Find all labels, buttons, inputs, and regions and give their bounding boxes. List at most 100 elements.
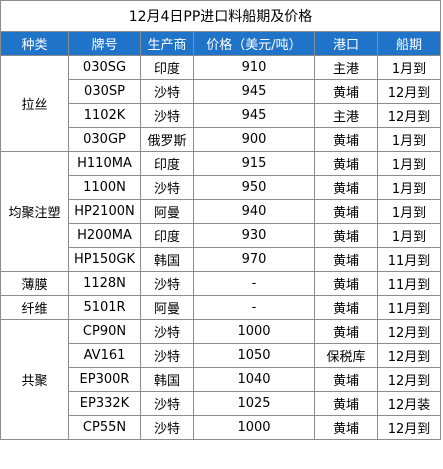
table-row: 030GP 俄罗斯 900 黄埔 1月到 [1, 127, 442, 152]
shipping-cell: 12月到 [376, 367, 442, 392]
table-row: 1100N 沙特 950 黄埔 1月到 [1, 175, 442, 200]
shipping-cell: 1月到 [376, 223, 442, 248]
header-producer: 生产商 [140, 31, 194, 56]
category-cell: 薄膜 [0, 271, 69, 296]
shipping-cell: 11月到 [376, 295, 442, 320]
port-cell: 黄埔 [314, 319, 378, 344]
port-cell: 黄埔 [314, 271, 378, 296]
price-cell: 940 [193, 199, 315, 224]
port-cell: 黄埔 [314, 367, 378, 392]
table-row: 薄膜 1128N 沙特 - 黄埔 11月到 [0, 271, 442, 296]
port-cell: 黄埔 [314, 415, 378, 440]
price-cell: 1025 [193, 391, 315, 416]
title-row: 12月4日PP进口料船期及价格 [0, 0, 442, 32]
grade-cell: H110MA [68, 151, 141, 176]
grade-cell: CP55N [68, 415, 141, 440]
header-port: 港口 [314, 31, 378, 56]
shipping-cell: 1月到 [376, 55, 442, 80]
price-cell: 1000 [193, 319, 315, 344]
table-row: 纤维 5101R 阿曼 - 黄埔 11月到 [0, 295, 442, 320]
producer-cell: 俄罗斯 [140, 127, 194, 152]
grade-cell: 1100N [68, 175, 141, 200]
header-price: 价格（美元/吨） [193, 31, 315, 56]
price-cell: 1040 [193, 367, 315, 392]
producer-cell: 阿曼 [140, 199, 194, 224]
price-cell: - [193, 271, 315, 296]
producer-cell: 沙特 [140, 343, 194, 368]
producer-cell: 沙特 [140, 319, 194, 344]
shipping-cell: 1月到 [376, 199, 442, 224]
grade-cell: HP150GK [68, 247, 141, 272]
table-row: 030SP 沙特 945 黄埔 12月到 [1, 79, 442, 104]
producer-cell: 印度 [140, 223, 194, 248]
grade-cell: 030SP [68, 79, 141, 104]
grade-cell: 030SG [68, 55, 141, 80]
table-row: CP55N 沙特 1000 黄埔 12月到 [1, 415, 442, 440]
shipping-cell: 11月到 [376, 247, 442, 272]
shipping-cell: 1月到 [376, 175, 442, 200]
producer-cell: 沙特 [140, 415, 194, 440]
table-row: 1102K 沙特 945 主港 12月到 [1, 103, 442, 128]
grade-cell: 1102K [68, 103, 141, 128]
producer-cell: 沙特 [140, 271, 194, 296]
table-row: HP2100N 阿曼 940 黄埔 1月到 [1, 199, 442, 224]
shipping-cell: 12月到 [376, 415, 442, 440]
price-cell: 945 [193, 79, 315, 104]
producer-cell: 印度 [140, 151, 194, 176]
port-cell: 主港 [314, 103, 378, 128]
category-cell: 共聚 [0, 319, 69, 440]
shipping-cell: 1月到 [376, 151, 442, 176]
price-cell: 930 [193, 223, 315, 248]
port-cell: 黄埔 [314, 151, 378, 176]
grade-cell: AV161 [68, 343, 141, 368]
price-table: 12月4日PP进口料船期及价格 种类 牌号 生产商 价格（美元/吨） 港口 船期… [0, 0, 442, 440]
price-cell: 915 [193, 151, 315, 176]
category-cell: 纤维 [0, 295, 69, 320]
table-row: 共聚 CP90N 沙特 1000 黄埔 12月到 [0, 319, 442, 440]
price-cell: - [193, 295, 315, 320]
port-cell: 黄埔 [314, 79, 378, 104]
header-grade: 牌号 [68, 31, 141, 56]
port-cell: 保税库 [314, 343, 378, 368]
price-cell: 970 [193, 247, 315, 272]
grade-cell: 030GP [68, 127, 141, 152]
port-cell: 主港 [314, 55, 378, 80]
shipping-cell: 12月到 [376, 319, 442, 344]
producer-cell: 印度 [140, 55, 194, 80]
port-cell: 黄埔 [314, 295, 378, 320]
producer-cell: 阿曼 [140, 295, 194, 320]
grade-cell: H200MA [68, 223, 141, 248]
producer-cell: 沙特 [140, 391, 194, 416]
port-cell: 黄埔 [314, 223, 378, 248]
table-row: 均聚注塑 H110MA 印度 915 黄埔 1月到 [0, 151, 442, 272]
shipping-cell: 12月到 [376, 103, 442, 128]
price-cell: 1050 [193, 343, 315, 368]
port-cell: 黄埔 [314, 391, 378, 416]
producer-cell: 沙特 [140, 175, 194, 200]
grade-cell: 5101R [68, 295, 141, 320]
price-cell: 950 [193, 175, 315, 200]
shipping-cell: 12月到 [376, 79, 442, 104]
table-row: EP300R 韩国 1040 黄埔 12月到 [1, 367, 442, 392]
port-cell: 黄埔 [314, 127, 378, 152]
category-cell: 均聚注塑 [0, 151, 69, 272]
shipping-cell: 12月装 [376, 391, 442, 416]
grade-cell: EP300R [68, 367, 141, 392]
table-row: 拉丝 030SG 印度 910 主港 1月到 [0, 55, 442, 152]
shipping-cell: 11月到 [376, 271, 442, 296]
grade-cell: EP332K [68, 391, 141, 416]
producer-cell: 沙特 [140, 103, 194, 128]
grade-cell: 1128N [68, 271, 141, 296]
shipping-cell: 1月到 [376, 127, 442, 152]
grade-cell: CP90N [68, 319, 141, 344]
category-cell: 拉丝 [0, 55, 69, 152]
port-cell: 黄埔 [314, 247, 378, 272]
port-cell: 黄埔 [314, 175, 378, 200]
producer-cell: 韩国 [140, 247, 194, 272]
header-category: 种类 [0, 31, 69, 56]
table-title: 12月4日PP进口料船期及价格 [0, 0, 442, 32]
producer-cell: 沙特 [140, 79, 194, 104]
price-cell: 1000 [193, 415, 315, 440]
port-cell: 黄埔 [314, 199, 378, 224]
price-cell: 900 [193, 127, 315, 152]
